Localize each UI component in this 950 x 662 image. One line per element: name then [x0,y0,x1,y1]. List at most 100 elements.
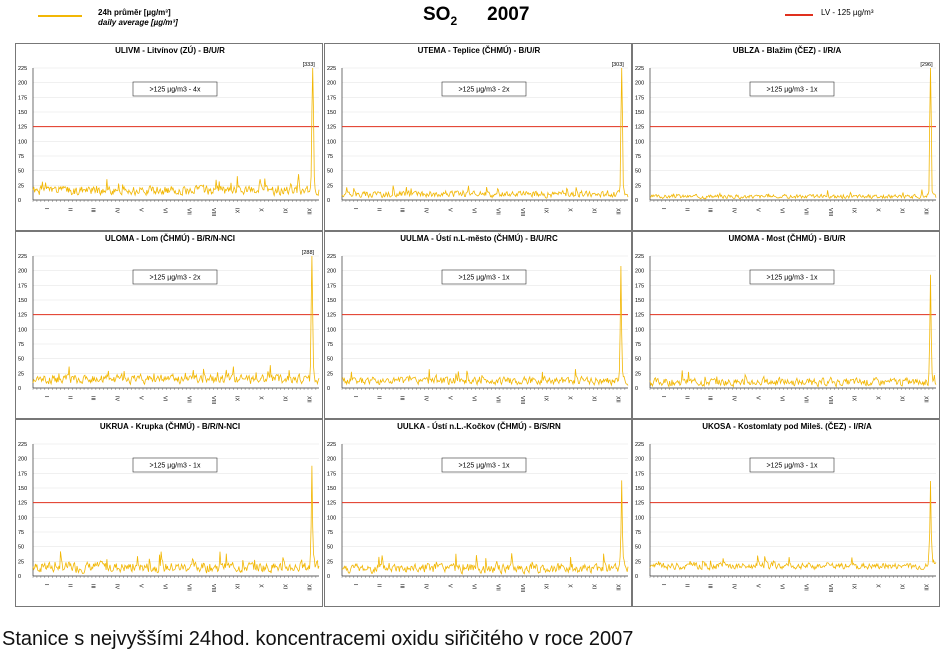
legend-line-swatch [38,15,82,17]
exceedance-box [441,269,526,285]
chart-svg: UBLZA - Blažim (ČEZ) - I/R/A 0 25 50 75 100 12… [635,46,937,217]
month-label: VI [161,584,167,590]
y-tick-label: 200 [635,269,644,275]
month-label: III [90,584,96,589]
y-tick-label: 150 [635,486,644,492]
month-label: X [875,584,881,588]
month-label: X [566,208,572,212]
chart-title: UBLZA - Blažim (ČEZ) - I/R/A [733,46,842,55]
y-tick-label: 200 [327,457,336,463]
month-label: X [875,396,881,400]
month-label: XII [614,396,620,403]
month-label: XI [282,208,288,214]
y-tick-label: 150 [18,486,27,492]
chart-svg: UKRUA - Krupka (ČHMÚ) - B/R/N-NCI 0 25 50 75… [18,422,320,593]
month-label: I [660,208,666,210]
month-label: XII [923,396,929,403]
chart-svg: ULOMA - Lom (ČHMÚ) - B/R/N-NCI 0 25 50 75 100… [18,234,320,405]
y-tick-label: 125 [18,313,27,319]
y-tick-label: 50 [327,169,333,175]
month-label: II [375,396,381,400]
series-line [649,480,937,572]
month-label: V [137,396,143,400]
exceedance-label: >125 µg/m3 - 1x [767,87,818,94]
month-label: I [660,396,666,398]
month-label: IV [422,396,428,402]
chart-title: UKRUA - Krupka (ČHMÚ) - B/R/N-NCI [100,422,240,431]
y-tick-label: 75 [327,530,333,536]
y-tick-label: 100 [327,139,336,145]
y-tick-label: 150 [635,298,644,304]
legend-limit-swatch [785,14,813,16]
exceedance-label: >125 µg/m3 - 1x [767,275,818,282]
month-label: VIII [827,396,833,405]
month-label: II [375,584,381,588]
month-label: XII [306,584,312,591]
y-tick-label: 25 [635,183,641,189]
y-tick-label: 125 [635,313,644,319]
y-tick-label: 0 [18,386,21,392]
month-label: II [683,584,689,588]
month-label: VI [161,396,167,402]
month-label: III [707,584,713,589]
month-label: V [754,584,760,588]
month-label: VI [470,584,476,590]
peak-label: [296] [920,62,933,68]
month-label: IV [114,584,120,590]
exceedance-box [441,81,526,97]
y-tick-label: 0 [635,574,638,580]
month-label: VII [185,396,191,403]
exceedance-label: >125 µg/m3 - 1x [458,463,509,470]
series-line [32,67,320,198]
header: 24h průměr [µg/m³] daily average [µg/m³]… [0,0,950,40]
month-label: X [258,584,264,588]
month-label: VIII [210,584,216,593]
chart-svg: ULIVM - Litvínov (ZÚ) - B/U/R 0 25 50 75 100 1… [18,46,320,217]
month-label: I [660,584,666,586]
month-label: VI [470,396,476,402]
exceedance-label: >125 µg/m3 - 1x [150,463,201,470]
month-label: IX [851,584,857,590]
month-label: XI [590,584,596,590]
month-label: IX [851,208,857,214]
month-label: I [352,396,358,398]
exceedance-box [132,457,218,473]
month-label: VIII [827,584,833,593]
y-tick-label: 75 [327,154,333,160]
exceedance-box [132,81,218,97]
month-label: X [875,208,881,212]
y-tick-label: 75 [18,342,24,348]
month-label: IX [234,396,240,402]
y-tick-label: 25 [327,183,333,189]
y-tick-label: 175 [635,283,644,289]
y-tick-label: 175 [18,283,27,289]
chart-panel: UKOSA - Kostomlaty pod Mileš. (ČEZ) - I/… [632,419,940,607]
month-label: V [137,584,143,588]
month-label: XI [899,208,905,214]
y-tick-label: 0 [18,198,21,204]
y-tick-label: 175 [18,95,27,101]
month-label: VI [778,208,784,214]
y-tick-label: 125 [635,501,644,507]
series-line [341,480,628,575]
month-label: VIII [210,396,216,405]
month-label: II [683,208,689,212]
month-label: X [258,396,264,400]
y-tick-label: 25 [327,371,333,377]
series-line [649,67,937,200]
month-label: XII [306,396,312,403]
month-label: X [258,208,264,212]
y-tick-label: 150 [327,298,336,304]
chart-panel: UULMA - Ústí n.L-město (ČHMÚ) - B/U/RC 0 2… [323,231,632,419]
month-label: VII [185,208,191,215]
y-tick-label: 125 [327,313,336,319]
y-tick-label: 50 [635,357,641,363]
y-tick-label: 200 [18,269,27,275]
month-label: IV [731,208,737,214]
month-label: XII [923,208,929,215]
month-label: VI [778,584,784,590]
y-tick-label: 100 [635,139,644,145]
month-label: III [398,208,404,213]
month-label: VII [802,584,808,591]
exceedance-label: >125 µg/m3 - 2x [150,275,201,282]
